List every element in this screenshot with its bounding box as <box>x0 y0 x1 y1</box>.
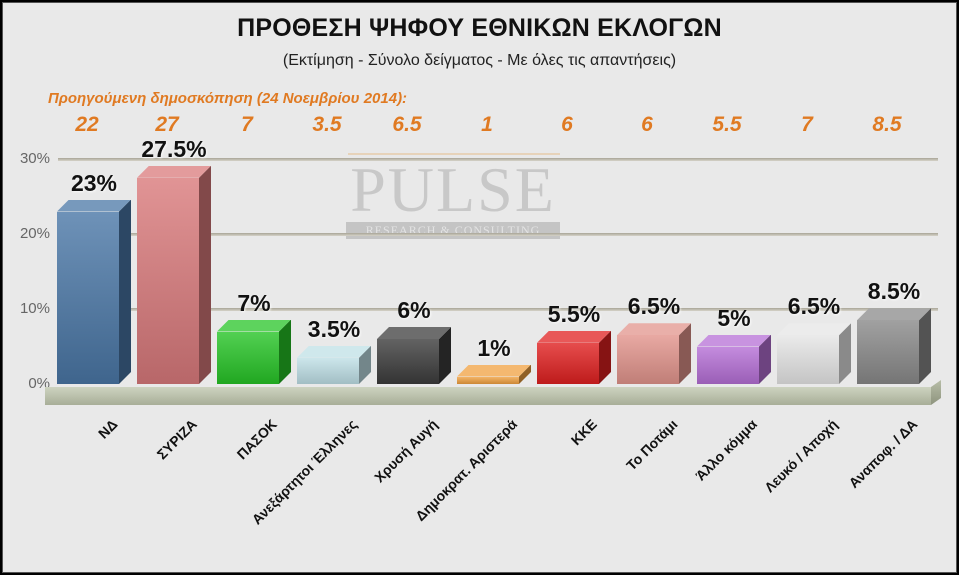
gridline <box>58 233 938 236</box>
bar-front-face <box>777 335 839 384</box>
bar-top-face <box>217 319 291 332</box>
previous-poll-value: 7 <box>241 113 253 136</box>
bar-side-face <box>839 323 851 384</box>
bar-10 <box>857 308 931 384</box>
previous-poll-value: 6.5 <box>392 113 422 136</box>
chart-floor-side <box>931 380 941 405</box>
y-tick-label: 20% <box>19 225 50 242</box>
bar-front-face <box>137 177 199 384</box>
bar-top-face <box>777 323 851 336</box>
bar-value-label: 5% <box>717 304 751 331</box>
bar-front-face <box>857 320 919 384</box>
bar-top-face <box>57 199 131 212</box>
bar-side-face <box>359 346 371 384</box>
previous-poll-value: 3.5 <box>312 113 342 136</box>
bar-front-face <box>697 346 759 384</box>
previous-poll-value: 22 <box>75 113 99 136</box>
bar-8 <box>697 334 771 385</box>
previous-poll-value: 5.5 <box>712 113 742 136</box>
watermark-main: PULSE <box>350 154 556 225</box>
watermark-sub: RESEARCH & CONSULTING <box>346 222 560 239</box>
bar-front-face <box>377 339 439 384</box>
bar-front-face <box>297 357 359 384</box>
bar-side-face <box>279 320 291 385</box>
bar-top-face <box>377 327 451 339</box>
y-tick-label: 10% <box>19 300 50 317</box>
previous-poll-value: 1 <box>481 113 493 136</box>
previous-poll-label: Προηγούμενη δημοσκόπηση (24 Νοεμβρίου 20… <box>48 90 408 107</box>
gridline <box>58 158 938 161</box>
y-tick-label: 0% <box>28 375 50 392</box>
bar-value-label: 8.5% <box>867 278 921 305</box>
chart-floor <box>45 387 931 405</box>
chart-title: ΠΡΟΘΕΣΗ ΨΗΦΟΥ ΕΘΝΙΚΩΝ ΕΚΛΟΓΩΝ <box>237 14 722 42</box>
bar-side-face <box>599 331 611 384</box>
bar-value-label: 27.5% <box>141 135 207 162</box>
bar-side-face <box>119 200 131 385</box>
bar-front-face <box>217 331 279 384</box>
bar-value-label: 6.5% <box>787 293 841 320</box>
bar-front-face <box>457 376 519 384</box>
bar-value-label: 7% <box>237 289 271 316</box>
previous-poll-value: 6 <box>641 113 653 136</box>
bar-4 <box>377 327 451 384</box>
bar-value-label: 3.5% <box>307 315 361 342</box>
bar-top-face <box>537 330 611 343</box>
bar-side-face <box>919 308 931 384</box>
bar-2 <box>217 319 291 385</box>
bar-side-face <box>199 166 211 384</box>
bar-1 <box>137 165 211 384</box>
bar-value-label: 6.5% <box>627 293 681 320</box>
previous-poll-value: 7 <box>801 113 813 136</box>
bar-top-face <box>617 323 691 336</box>
bar-7 <box>617 323 691 384</box>
bar-top-face <box>457 364 531 377</box>
bar-5 <box>457 364 531 384</box>
bar-top-face <box>297 345 371 358</box>
bar-value-label: 23% <box>70 169 118 196</box>
bar-3 <box>297 345 371 384</box>
bar-side-face <box>759 335 771 385</box>
bar-side-face <box>679 323 691 384</box>
bar-value-label: 5.5% <box>547 300 601 327</box>
bar-0 <box>57 199 131 385</box>
bar-6 <box>537 330 611 384</box>
previous-poll-value: 6 <box>561 113 573 136</box>
bar-front-face <box>617 335 679 384</box>
bar-front-face <box>537 342 599 384</box>
previous-poll-value: 27 <box>155 113 179 136</box>
y-tick-label: 30% <box>19 150 50 167</box>
bar-top-face <box>137 165 211 178</box>
chart-subtitle: (Εκτίμηση - Σύνολο δείγματος - Με όλες τ… <box>282 52 677 69</box>
bar-value-label: 6% <box>397 297 431 323</box>
gridline <box>58 308 938 311</box>
bar-side-face <box>439 327 451 384</box>
bar-9 <box>777 323 851 384</box>
watermark-pulse-line <box>348 153 560 155</box>
bar-front-face <box>57 211 119 384</box>
bar-top-face <box>857 308 931 321</box>
pulse-watermark-logo: PULSE RESEARCH & CONSULTING <box>346 154 560 239</box>
previous-poll-value: 8.5 <box>872 113 902 136</box>
bar-value-label: 1% <box>477 334 511 361</box>
bar-top-face <box>697 334 771 347</box>
